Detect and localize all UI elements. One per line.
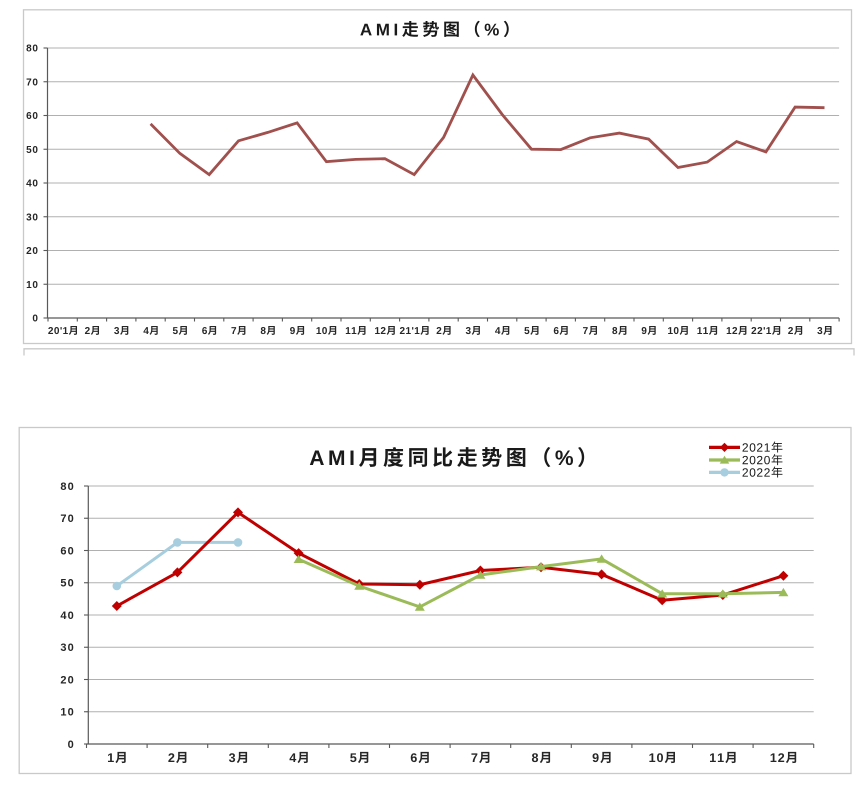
- svg-text:30: 30: [26, 212, 38, 223]
- svg-text:80: 80: [26, 44, 38, 55]
- svg-text:10: 10: [60, 707, 75, 719]
- svg-text:0: 0: [68, 739, 75, 751]
- svg-text:10: 10: [26, 280, 38, 291]
- svg-text:50: 50: [26, 145, 38, 156]
- svg-text:20: 20: [60, 674, 75, 686]
- svg-text:80: 80: [60, 481, 75, 493]
- svg-text:40: 40: [26, 179, 38, 190]
- svg-text:70: 70: [26, 77, 38, 88]
- svg-text:40: 40: [60, 610, 75, 622]
- svg-text:30: 30: [60, 642, 75, 654]
- svg-text:0: 0: [32, 314, 38, 325]
- svg-text:60: 60: [60, 545, 75, 557]
- svg-text:60: 60: [26, 111, 38, 122]
- svg-text:70: 70: [60, 513, 75, 525]
- svg-text:50: 50: [60, 578, 75, 590]
- svg-text:20: 20: [26, 246, 38, 257]
